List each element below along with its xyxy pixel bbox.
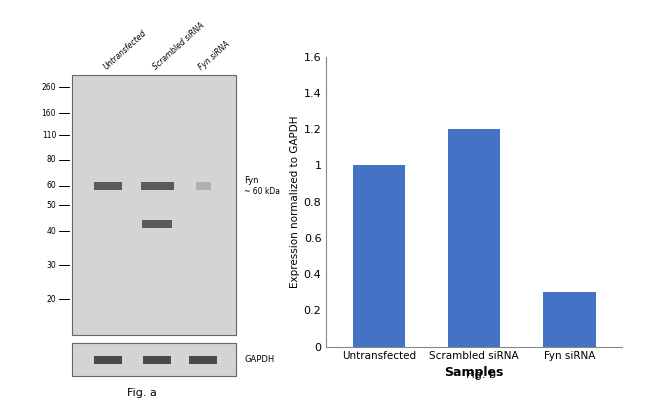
Text: 110: 110 bbox=[42, 130, 56, 140]
Bar bbox=[94, 356, 122, 364]
Text: Untransfected: Untransfected bbox=[102, 29, 148, 72]
Text: Fig. b: Fig. b bbox=[466, 370, 497, 380]
Bar bbox=[143, 356, 171, 364]
Text: 260: 260 bbox=[42, 82, 56, 92]
Text: 50: 50 bbox=[46, 201, 56, 210]
Text: 160: 160 bbox=[42, 109, 56, 118]
Bar bbox=[94, 182, 122, 190]
Text: 30: 30 bbox=[46, 261, 56, 270]
Bar bbox=[189, 356, 217, 364]
Text: Fyn siRNA: Fyn siRNA bbox=[198, 39, 232, 72]
Text: ~ 60 kDa: ~ 60 kDa bbox=[244, 187, 280, 196]
Bar bbox=[141, 182, 174, 190]
Bar bbox=[72, 75, 236, 335]
Bar bbox=[142, 220, 172, 227]
Bar bbox=[72, 343, 236, 377]
Text: 60: 60 bbox=[46, 181, 56, 190]
Text: Scrambled siRNA: Scrambled siRNA bbox=[151, 21, 206, 72]
Text: 40: 40 bbox=[46, 227, 56, 236]
Text: 80: 80 bbox=[46, 156, 56, 164]
Text: Fig. a: Fig. a bbox=[127, 387, 157, 398]
Text: Fyn: Fyn bbox=[244, 176, 259, 185]
Text: GAPDH: GAPDH bbox=[244, 355, 274, 364]
Text: 20: 20 bbox=[46, 295, 56, 303]
Bar bbox=[196, 182, 211, 190]
